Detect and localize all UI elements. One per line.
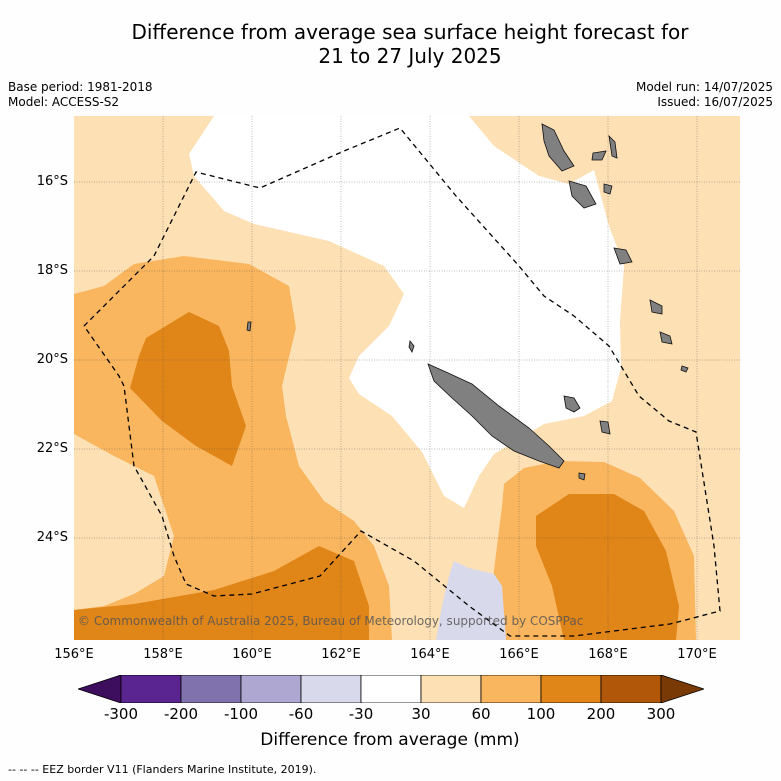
lon-label-166e: 166°E [499, 647, 539, 662]
lat-label-22s: 22°S [36, 441, 68, 456]
anomaly-30-60-left [74, 128, 90, 178]
model-name: Model: ACCESS-S2 [8, 95, 120, 109]
colorbar-bin-8 [540, 674, 602, 704]
copyright-notice: © Commonwealth of Australia 2025, Bureau… [78, 614, 584, 628]
colorbar-label-neg60: -60 [288, 705, 314, 723]
vanuatu-island-2 [568, 180, 597, 209]
colorbar-label-30: 30 [411, 705, 431, 723]
loyalty-island-3 [649, 299, 663, 315]
colorbar-graphic [76, 674, 706, 704]
anomaly-30-60-right-edge [714, 176, 740, 640]
lat-label-18s: 18°S [36, 263, 68, 278]
vanuatu-island-1 [541, 123, 575, 172]
colorbar-label-60: 60 [471, 705, 491, 723]
map-panel [74, 116, 740, 640]
near-zero-region [189, 116, 624, 508]
loyalty-island-4 [659, 331, 673, 345]
lon-label-158e: 158°E [143, 647, 183, 662]
lon-label-160e: 160°E [232, 647, 272, 662]
model-run: Model run: 14/07/2025 [635, 80, 773, 94]
colorbar-label-100: 100 [526, 705, 556, 723]
small-island-3 [680, 365, 689, 373]
anomaly-100-200-right [536, 494, 679, 640]
colorbar-bin-3 [240, 674, 302, 704]
colorbar-label-neg300: -300 [103, 705, 139, 723]
colorbar-bin-4 [300, 674, 362, 704]
new-caledonia-island [427, 363, 565, 469]
colorbar-bin-1 [120, 674, 182, 704]
colorbar-label-neg30: -30 [348, 705, 374, 723]
lat-label-20s: 20°S [36, 352, 68, 367]
colorbar-bin-7 [480, 674, 542, 704]
eez-border [83, 127, 721, 637]
colorbar-bin-6 [420, 674, 482, 704]
title-line-2: 21 to 27 July 2025 [318, 44, 502, 68]
colorbar-extend-high [660, 674, 706, 704]
small-island-4 [578, 472, 586, 481]
colorbar [76, 674, 706, 704]
issued-date: Issued: 16/07/2025 [657, 95, 773, 109]
small-island-1 [246, 321, 252, 332]
colorbar-bin-2 [180, 674, 242, 704]
title-line-1: Difference from average sea surface heig… [131, 20, 689, 44]
colorbar-label-neg100: -100 [223, 705, 259, 723]
graticule [74, 116, 740, 640]
lat-label-24s: 24°S [36, 530, 68, 545]
colorbar-bin-9 [600, 674, 662, 704]
islands [246, 123, 689, 481]
colorbar-extend-low [76, 674, 122, 704]
base-period: Base period: 1981-2018 [8, 80, 153, 94]
lon-label-168e: 168°E [588, 647, 628, 662]
vanuatu-island-3 [591, 150, 607, 161]
lon-label-164e: 164°E [410, 647, 450, 662]
colorbar-bin-5 [360, 674, 422, 704]
lon-label-156e: 156°E [54, 647, 94, 662]
lon-label-162e: 162°E [321, 647, 361, 662]
colorbar-label-300: 300 [646, 705, 676, 723]
vanuatu-island-6 [613, 247, 633, 265]
colorbar-label-neg200: -200 [163, 705, 199, 723]
vanuatu-island-5 [603, 183, 613, 195]
meta-left: Base period: 1981-2018 Model: ACCESS-S2 [8, 80, 153, 110]
colorbar-title: Difference from average (mm) [260, 730, 520, 750]
anomaly-100-200-bottom [74, 546, 369, 640]
anomaly-100-200-left [130, 312, 246, 466]
map-canvas [74, 116, 740, 640]
vanuatu-island-4 [608, 134, 618, 159]
colorbar-label-200: 200 [586, 705, 616, 723]
lon-label-170e: 170°E [677, 647, 717, 662]
map-title: Difference from average sea surface heig… [60, 20, 760, 68]
lat-label-16s: 16°S [36, 174, 68, 189]
small-island-2 [408, 340, 415, 353]
loyalty-island-2 [599, 420, 611, 435]
loyalty-island-1 [563, 395, 581, 413]
meta-right: Model run: 14/07/2025 Issued: 16/07/2025 [636, 80, 773, 110]
eez-footnote: -- -- -- EEZ border V11 (Flanders Marine… [8, 763, 317, 776]
